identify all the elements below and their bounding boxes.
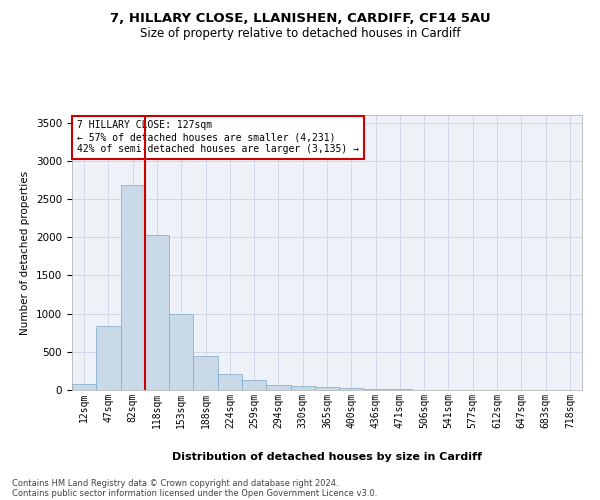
Text: Contains HM Land Registry data © Crown copyright and database right 2024.: Contains HM Land Registry data © Crown c…	[12, 478, 338, 488]
Text: Contains public sector information licensed under the Open Government Licence v3: Contains public sector information licen…	[12, 488, 377, 498]
Bar	[339, 388, 364, 390]
Bar	[242, 380, 266, 390]
Bar	[388, 389, 412, 390]
Text: 7, HILLARY CLOSE, LLANISHEN, CARDIFF, CF14 5AU: 7, HILLARY CLOSE, LLANISHEN, CARDIFF, CF…	[110, 12, 490, 26]
Bar	[290, 386, 315, 390]
Text: Size of property relative to detached houses in Cardiff: Size of property relative to detached ho…	[140, 28, 460, 40]
Text: Distribution of detached houses by size in Cardiff: Distribution of detached houses by size …	[172, 452, 482, 462]
Bar	[121, 186, 145, 390]
Bar	[96, 326, 121, 390]
Bar	[72, 384, 96, 390]
Bar	[364, 389, 388, 390]
Bar	[315, 387, 339, 390]
Bar	[169, 314, 193, 390]
Bar	[145, 235, 169, 390]
Bar	[218, 374, 242, 390]
Text: 7 HILLARY CLOSE: 127sqm
← 57% of detached houses are smaller (4,231)
42% of semi: 7 HILLARY CLOSE: 127sqm ← 57% of detache…	[77, 120, 359, 154]
Y-axis label: Number of detached properties: Number of detached properties	[20, 170, 31, 334]
Bar	[193, 356, 218, 390]
Bar	[266, 384, 290, 390]
